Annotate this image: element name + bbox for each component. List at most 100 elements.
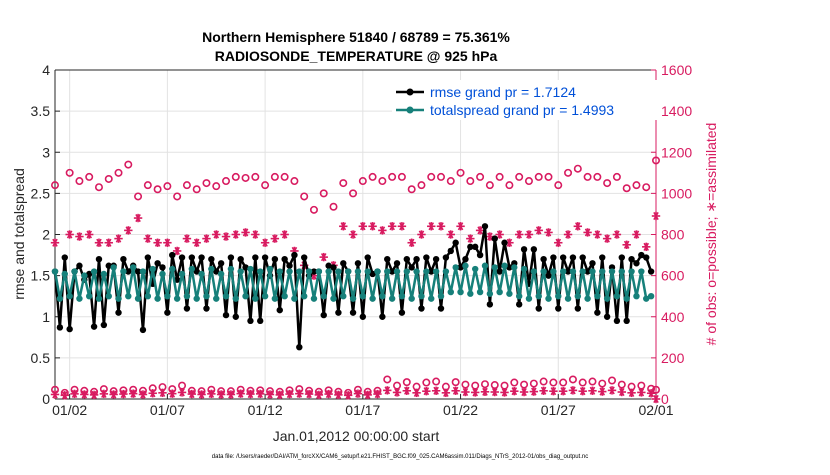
obs-possible-marker [559,378,568,387]
totalspread-point [384,268,391,275]
rmse-point [281,255,288,263]
totalspread-point [349,295,357,302]
obs-assimilated-marker [99,389,109,399]
totalspread-point [217,270,225,278]
obs-assimilated-marker [221,232,231,241]
obs-possible-marker [495,172,504,181]
x-tick-label: 01/22 [443,402,478,418]
totalspread-point [569,268,577,275]
obs-assimilated-marker [334,390,343,400]
series-layer [50,156,661,404]
footer-datafile: data file: /Users/raeder/DAI/ATM_forcXX/… [212,454,588,460]
rmse-point [462,255,469,263]
totalspread-point [344,268,352,275]
rmse-point [100,321,108,329]
obs-assimilated-marker [168,389,177,398]
obs-possible-marker [554,181,563,190]
obs-possible-marker [544,172,553,181]
obs-possible-marker [437,172,446,181]
obs-possible-marker [417,181,426,190]
obs-possible-marker [261,181,270,190]
totalspread-point [462,262,469,269]
rmse-point [623,317,630,325]
totalspread-point [266,265,274,273]
rmse-point [515,301,523,308]
x-tick-label: 01/17 [345,402,380,418]
y-left-tick-label: 2 [42,227,50,243]
obs-assimilated-marker [109,390,118,399]
obs-assimilated-marker [500,388,509,397]
rmse-point [520,246,528,253]
obs-assimilated-marker [583,228,592,237]
rmse-point [242,264,249,271]
obs-assimilated-marker [260,238,270,247]
obs-possible-marker [163,182,172,191]
totalspread-point [291,295,298,302]
rmse-point [164,309,171,316]
totalspread-point [447,288,454,296]
obs-assimilated-marker [358,222,368,231]
rmse-point [476,251,484,259]
obs-assimilated-marker [133,213,143,223]
obs-possible-marker [270,172,279,181]
totalspread-point [56,295,64,302]
obs-possible-marker [378,177,387,186]
legend-rmse-label: rmse grand pr = 1.7124 [430,84,576,100]
obs-possible-marker [85,172,94,181]
rmse-point [247,317,254,325]
totalspread-point [515,292,523,300]
totalspread-point [603,295,611,302]
obs-possible-marker [104,174,113,183]
y-left-tick-label: 3 [42,144,50,160]
totalspread-point [188,265,196,273]
y-right-tick-label: 200 [661,350,685,366]
rmse-point [217,260,225,267]
totalspread-point [115,295,122,302]
y-right-tick-label: 400 [661,309,685,325]
totalspread-point [535,292,542,300]
obs-assimilated-marker [231,230,240,239]
totalspread-point [178,270,186,278]
obs-possible-marker [534,172,543,181]
totalspread-point [555,292,562,300]
totalspread-point [320,292,327,300]
obs-assimilated-marker [578,386,587,396]
obs-possible-marker [65,168,74,177]
totalspread-point [388,295,396,302]
totalspread-point [413,268,420,275]
rmse-point [457,264,464,271]
rmse-point [379,313,386,320]
obs-possible-marker [222,177,231,186]
obs-assimilated-marker [524,230,534,239]
obs-assimilated-marker [80,390,89,399]
totalspread-point [134,295,142,302]
obs-assimilated-marker [202,234,211,243]
rmse-point [271,255,279,263]
obs-assimilated-marker [392,388,402,397]
obs-assimilated-marker [480,387,490,397]
obs-assimilated-marker [441,388,451,398]
obs-assimilated-marker [353,389,363,398]
rmse-point [276,306,283,314]
obs-possible-marker [393,381,402,390]
chart-title-line2: RADIOSONDE_TEMPERATURE @ 925 hPa [215,48,498,64]
rmse-point [643,254,650,261]
obs-possible-marker [510,378,519,387]
obs-assimilated-marker [348,230,358,239]
obs-assimilated-marker [177,388,187,397]
rmse-point [193,268,200,275]
totalspread-point [100,270,108,278]
y-left-tick-label: 1.5 [31,268,51,284]
y-left-tick-label: 3.5 [31,103,51,119]
rmse-point [296,343,303,351]
totalspread-point [530,268,538,275]
obs-possible-marker [524,177,533,186]
rmse-point [335,309,342,316]
rmse-point [418,305,425,312]
obs-assimilated-marker [212,230,221,239]
obs-possible-marker [192,185,201,194]
rmse-point [340,260,347,267]
obs-possible-marker [642,183,651,192]
rmse-point [530,246,538,253]
